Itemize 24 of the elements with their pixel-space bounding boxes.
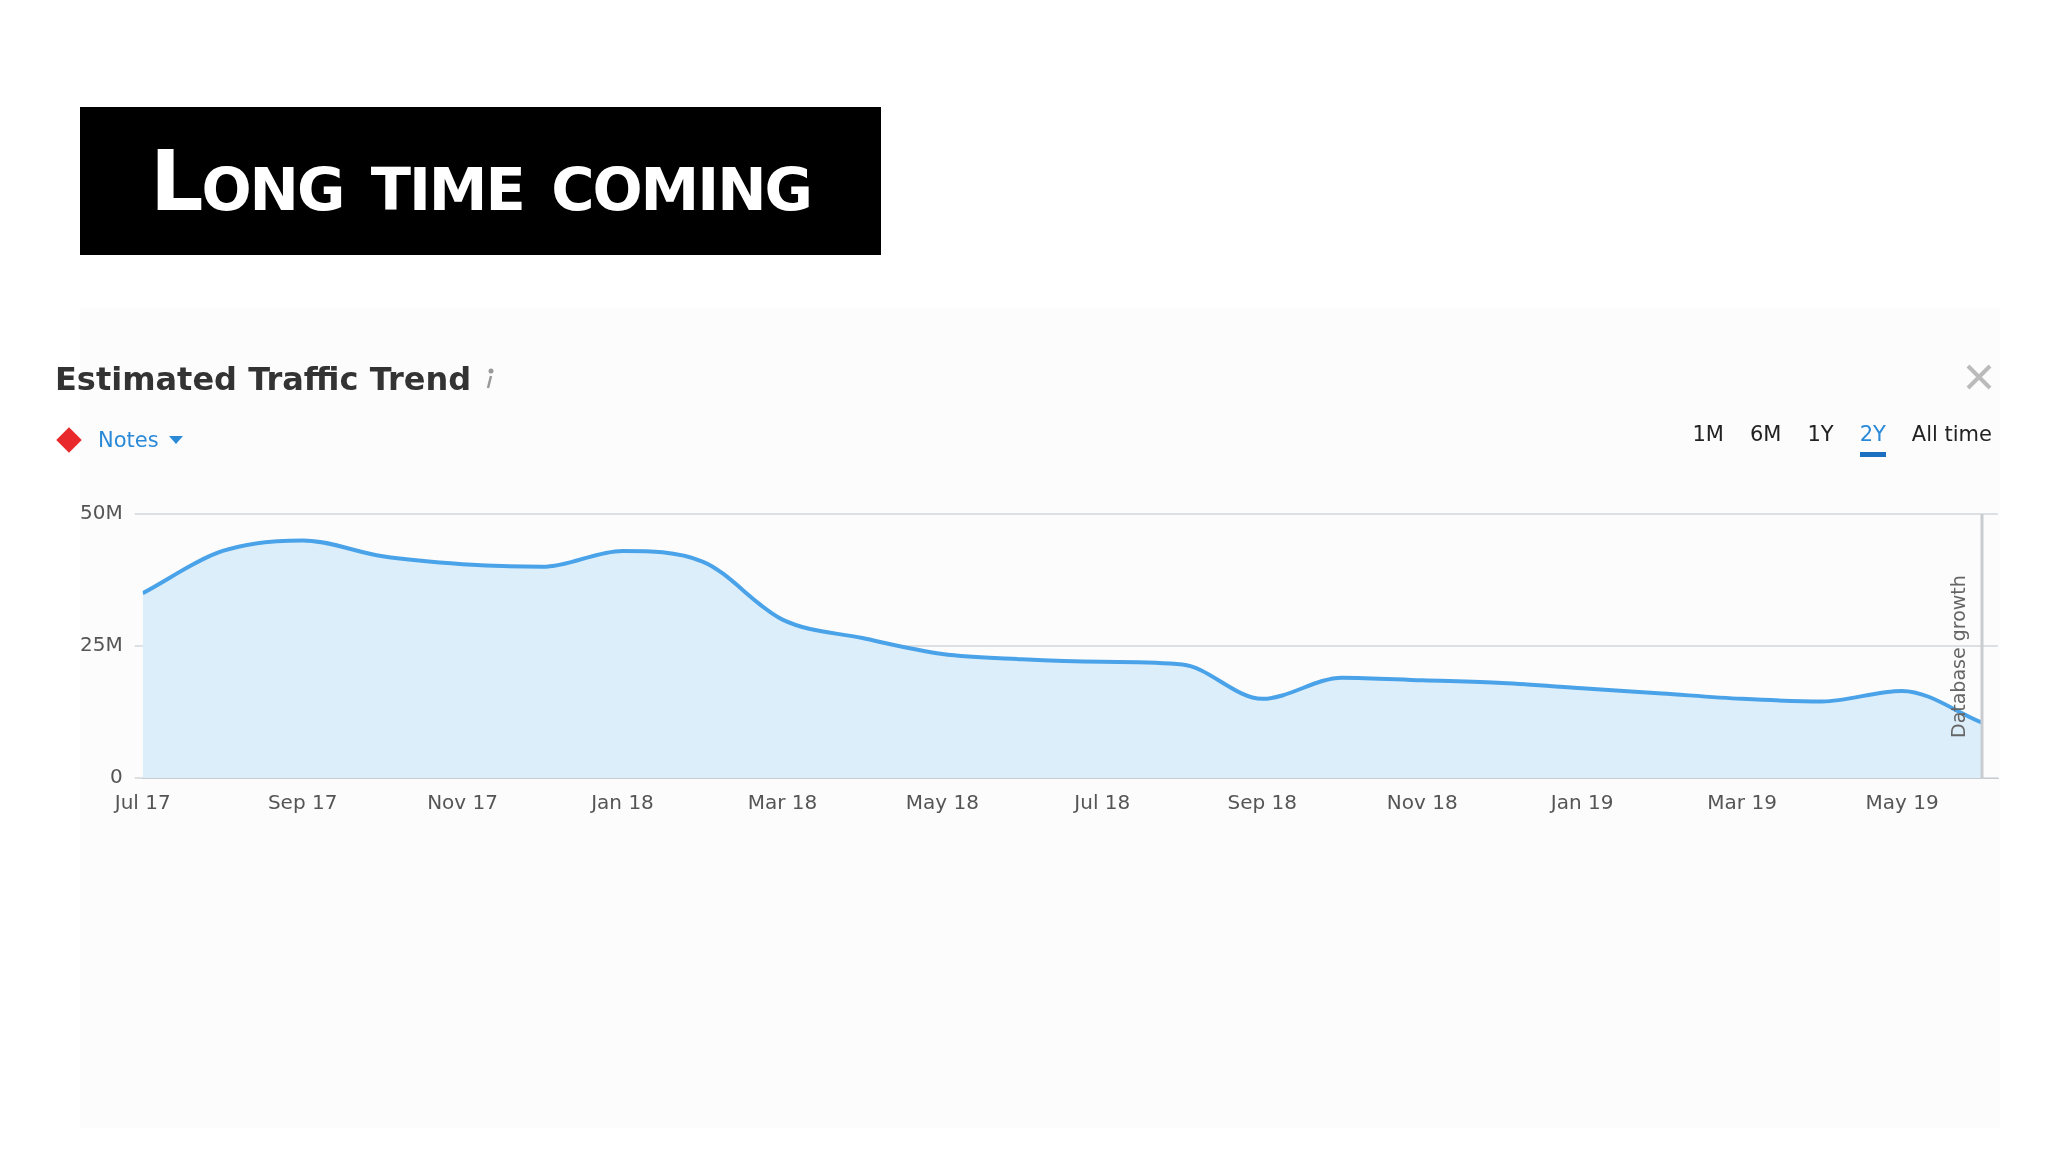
text: 6M [1749,422,1782,448]
ref-line-label: Database growth [1947,575,1970,738]
x-tick-label: Nov 17 [427,790,499,815]
x-tick-label: Mar 18 [747,790,818,815]
chart-subtitle: Estimated Traffic Trend [55,360,472,398]
y-tick-label: 25M [79,632,123,657]
text: 1Y [1807,422,1834,448]
x-tick-label: Nov 18 [1386,790,1458,815]
x-tick-label: Jul 17 [112,790,171,815]
x-tick-label: Sep 17 [267,790,338,815]
text: 2Y [1859,422,1886,457]
chart-title: Long time coming [80,107,881,255]
x-tick-label: Mar 19 [1707,790,1777,815]
text: Notes [98,428,159,452]
x-tick-label: Jan 18 [589,790,654,815]
text: All time [1911,422,1992,448]
text: 1M [1692,422,1724,448]
x-tick-label: Jul 18 [1072,790,1131,815]
x-tick-label: May 19 [1865,790,1939,815]
y-tick-label: 50M [79,500,123,525]
x-tick-label: May 18 [905,790,979,815]
x-tick-label: Jan 19 [1548,790,1614,815]
y-tick-label: 0 [109,764,123,789]
x-tick-label: Sep 18 [1227,790,1298,815]
